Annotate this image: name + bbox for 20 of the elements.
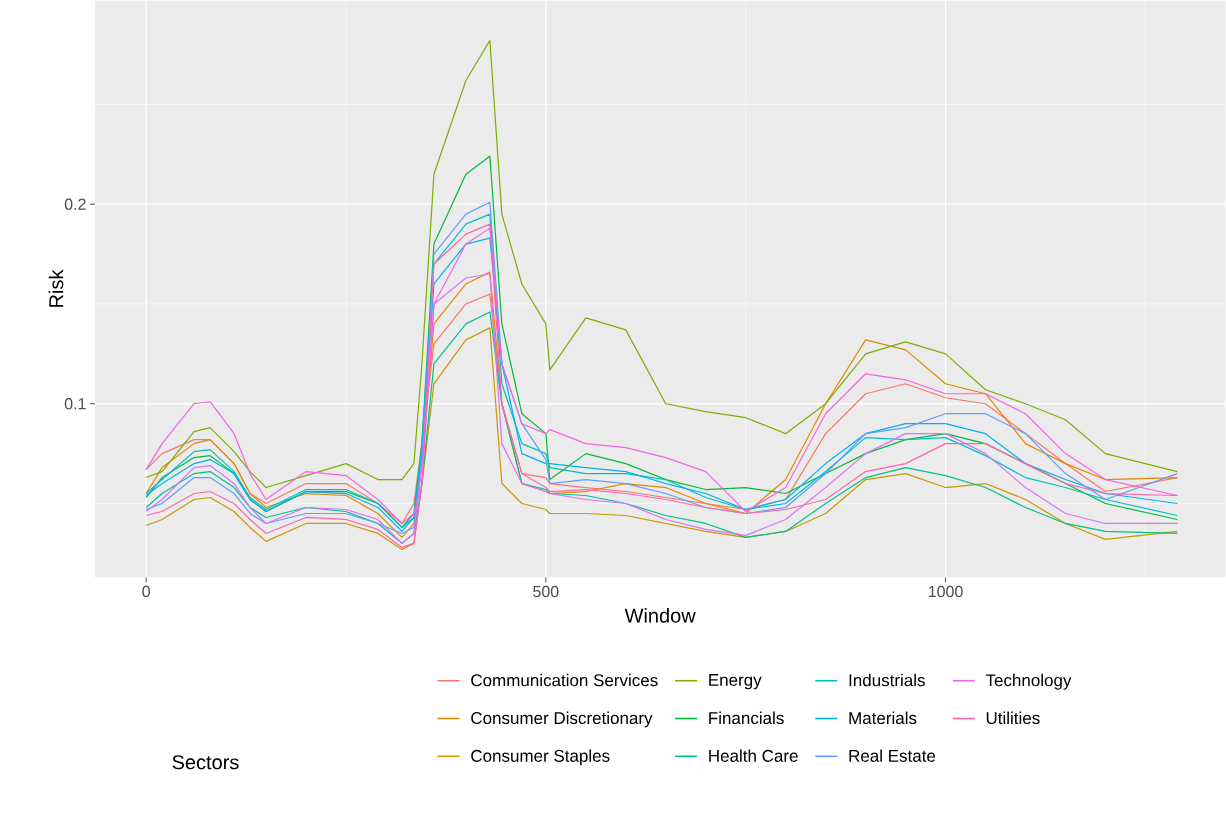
x-tick-label: 500: [533, 585, 559, 598]
x-tick-label: 0: [142, 585, 150, 598]
legend-label: Industrials: [849, 673, 925, 687]
legend-label: Communication Services: [471, 673, 658, 687]
legend-title: Sectors: [172, 755, 239, 770]
y-tick-label: 0.1: [64, 397, 86, 410]
legend-label: Consumer Discretionary: [471, 711, 653, 728]
y-tick-label: 0.2: [64, 198, 86, 210]
legend-label: Materials: [849, 711, 917, 724]
legend-label: Financials: [709, 711, 784, 724]
x-tick-label: 1000: [928, 585, 963, 598]
legend-label: Energy: [709, 674, 762, 690]
legend-label: Technology: [985, 673, 1072, 690]
y-axis-title: Risk: [48, 269, 64, 307]
legend-label: Utilities: [986, 711, 1040, 724]
x-axis-title: Window: [624, 607, 696, 623]
legend-label: Health Care: [709, 749, 798, 762]
legend-label: Real Estate: [849, 749, 936, 762]
line-series: [145, 39, 1178, 489]
legend-label: Consumer Staples: [471, 749, 610, 766]
